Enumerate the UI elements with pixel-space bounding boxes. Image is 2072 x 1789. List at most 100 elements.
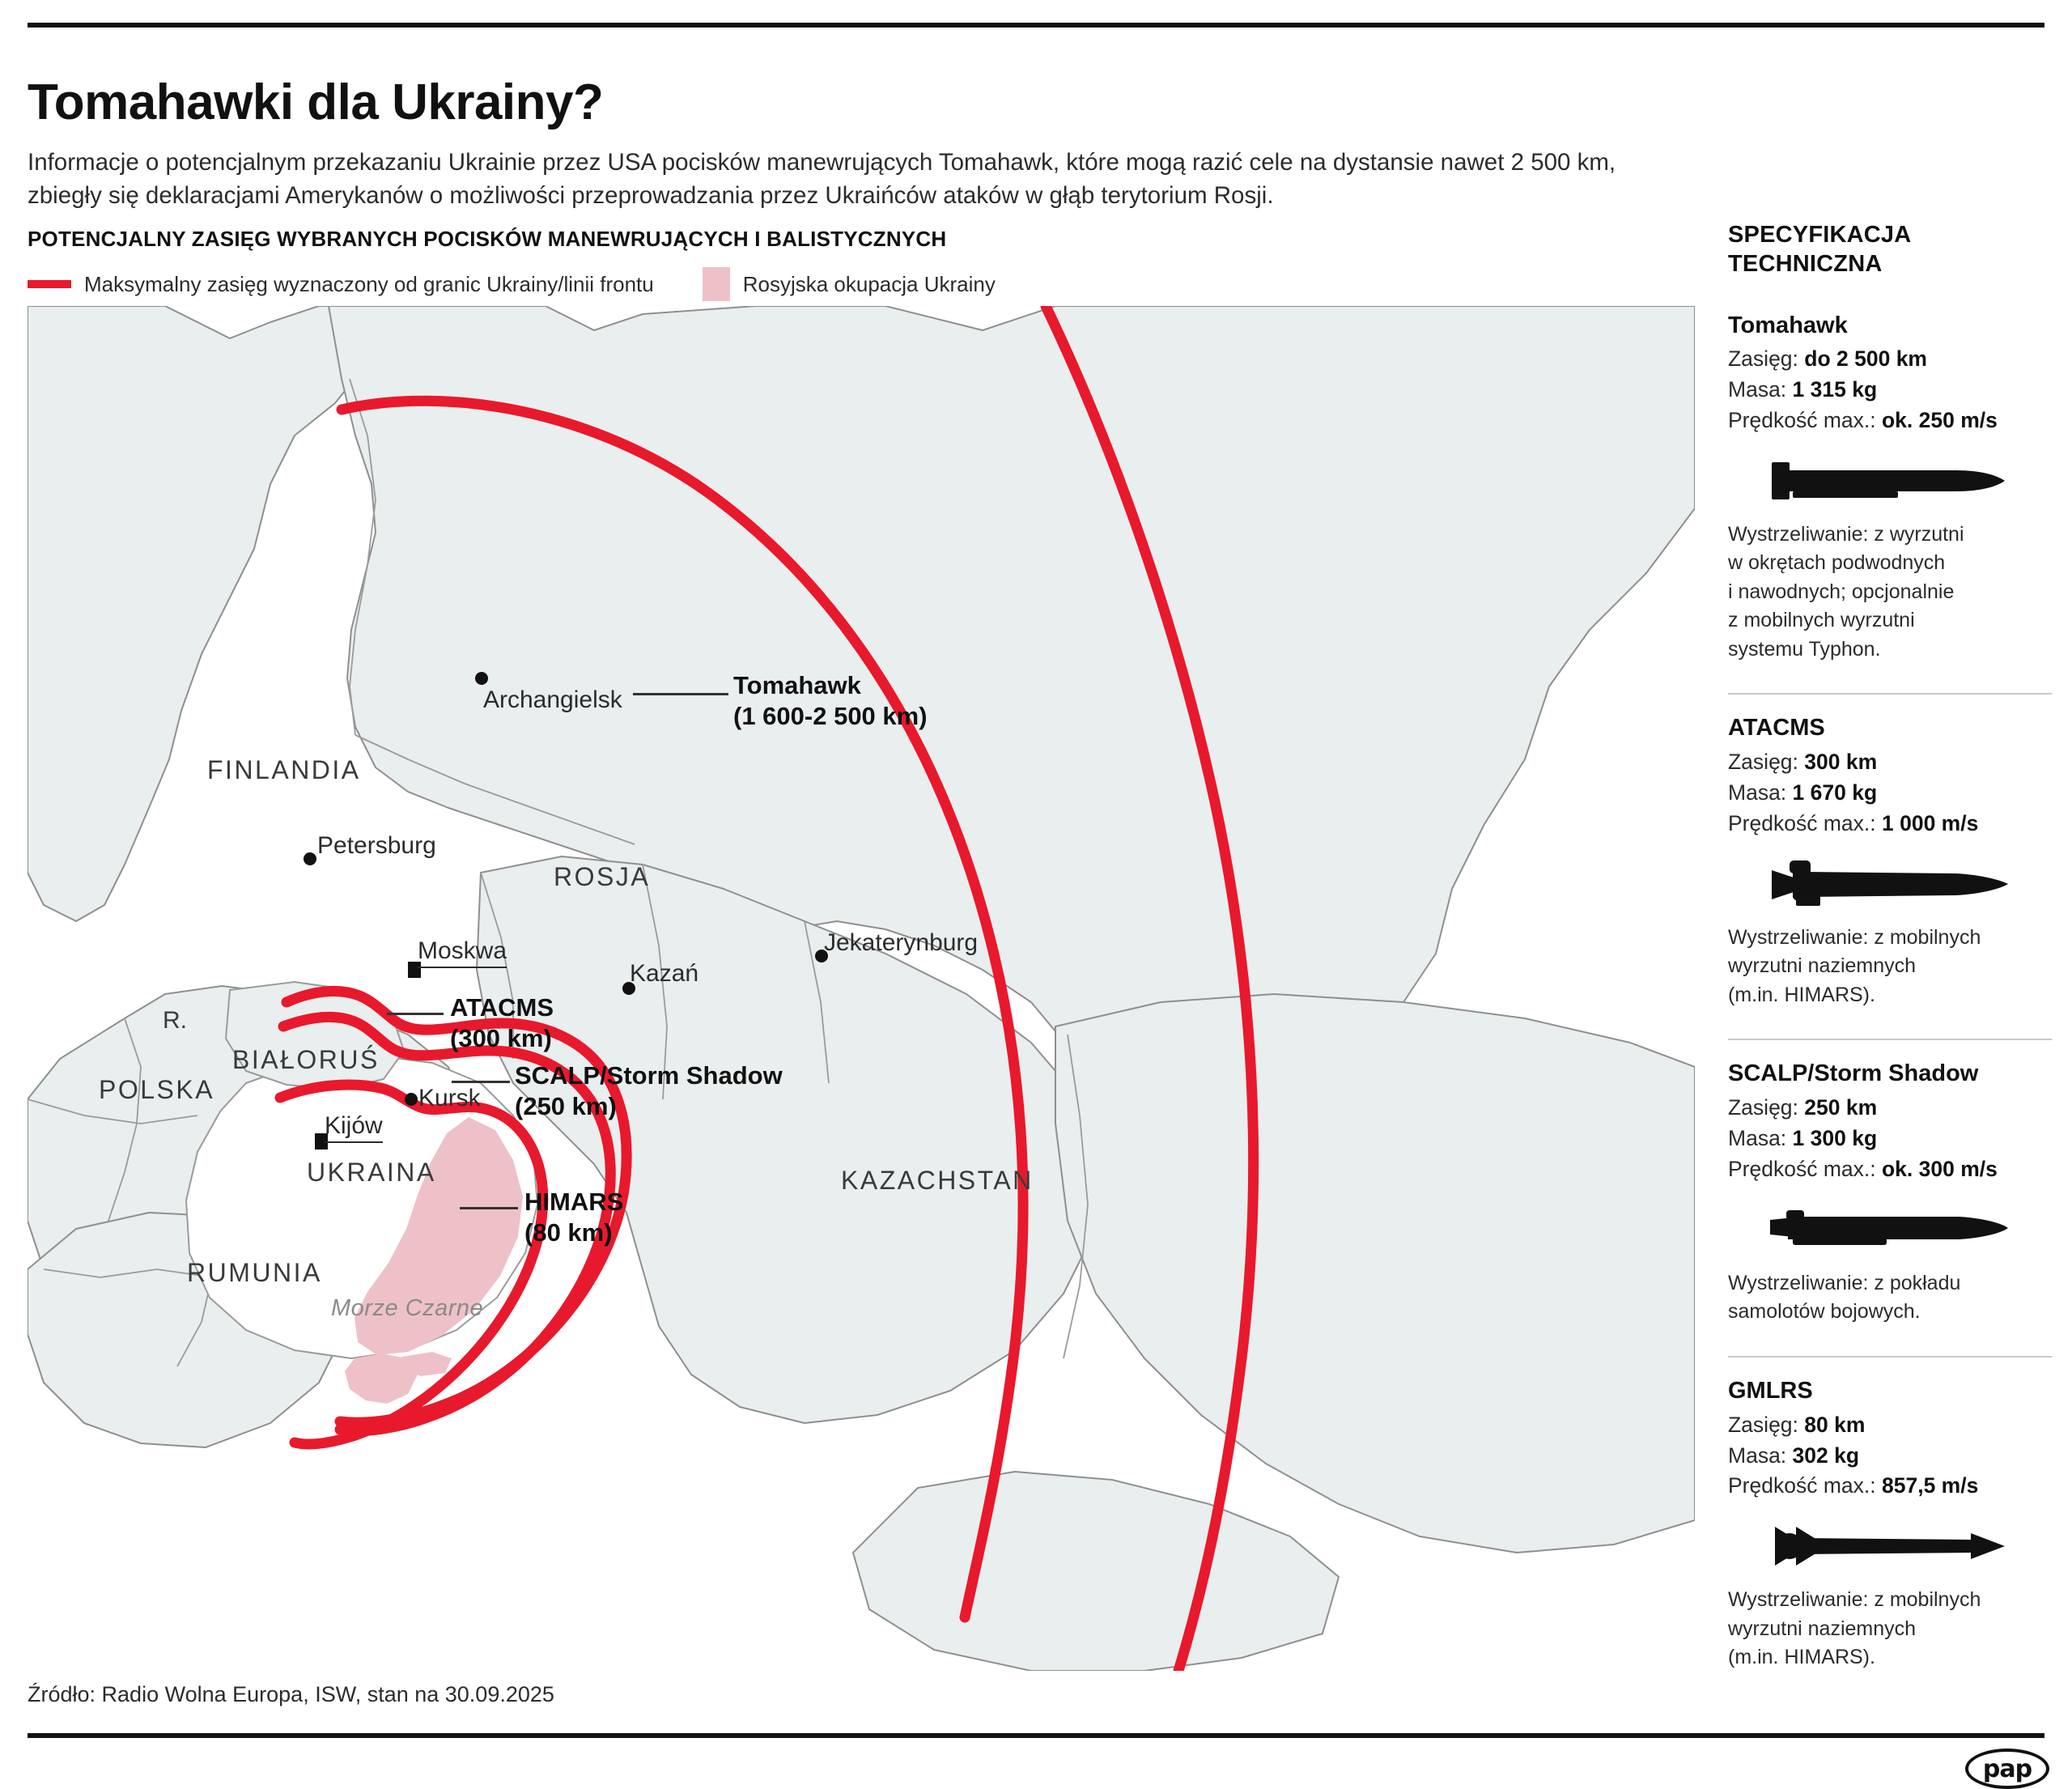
callout-scalp-range: (250 km) — [515, 1091, 617, 1120]
spec-mass-value: 1 670 kg — [1792, 780, 1878, 805]
spec-mass-value: 1 315 kg — [1792, 377, 1878, 402]
spec-mass-gmlrs: Masa: 302 kg — [1728, 1441, 2052, 1472]
occupied-territory — [345, 1117, 523, 1404]
spec-panel-title-line2: TECHNICZNA — [1728, 251, 1883, 278]
spec-note-atacms: Wystrzeliwanie: z mobilnych wyrzutni naz… — [1728, 925, 1981, 1006]
map-label-kijow: Kijów — [325, 1112, 383, 1143]
pink-area-swatch-icon — [702, 267, 730, 301]
spec-note-gmlrs: Wystrzeliwanie: z mobilnych wyrzutni naz… — [1728, 1588, 1981, 1669]
callout-scalp: SCALP/Storm Shadow (250 km) — [515, 1060, 783, 1122]
spec-note-scalp: Wystrzeliwanie: z pokładu samolotów bojo… — [1728, 1271, 1961, 1324]
spec-range-tomahawk: Zasięg: do 2 500 km — [1728, 344, 2052, 375]
spec-mass-scalp: Masa: 1 300 kg — [1728, 1124, 2052, 1154]
map-label-kaliningrad: R. — [163, 1007, 187, 1034]
spec-mass-value: 1 300 kg — [1792, 1126, 1878, 1151]
callout-himars-range: (80 km) — [524, 1217, 613, 1247]
spec-speed-gmlrs: Prędkość max.: 857,5 m/s — [1728, 1471, 2052, 1502]
callout-himars: HIMARS (80 km) — [524, 1187, 623, 1248]
spec-range-value: do 2 500 km — [1804, 346, 1927, 372]
map-label-ukraina: UKRAINA — [307, 1158, 436, 1187]
spec-name-tomahawk: Tomahawk — [1728, 312, 1848, 338]
range-arcs — [274, 306, 1259, 1671]
legend: Maksymalny zasięg wyznaczony od granic U… — [28, 267, 996, 301]
spec-panel-title-line1: SPECYFIKACJA — [1728, 222, 1912, 248]
spec-range-scalp: Zasięg: 250 km — [1728, 1093, 2052, 1124]
spec-mass-tomahawk: Masa: 1 315 kg — [1728, 375, 2052, 406]
legend-item-max-range: Maksymalny zasięg wyznaczony od granic U… — [28, 272, 654, 297]
callout-scalp-name: SCALP/Storm Shadow — [515, 1061, 783, 1090]
ballistic-missile-atacms-icon — [1728, 852, 2052, 916]
leader-line-atacms — [387, 1013, 444, 1015]
map-label-kazachstan: KAZACHSTAN — [841, 1166, 1034, 1195]
legend-title: POTENCJALNY ZASIĘG WYBRANYCH POCISKÓW MA… — [28, 227, 947, 251]
page-title: Tomahawki dla Ukrainy? — [28, 74, 604, 130]
spec-name-atacms: ATACMS — [1728, 715, 1825, 742]
spec-divider-3 — [1728, 1355, 2052, 1358]
source-credit: Źródło: Radio Wolna Europa, ISW, stan na… — [28, 1682, 554, 1706]
spec-speed-atacms: Prędkość max.: 1 000 m/s — [1728, 809, 2052, 839]
spec-mass-value: 302 kg — [1792, 1443, 1860, 1468]
map-label-rosja: ROSJA — [554, 862, 651, 891]
spec-note-tomahawk: Wystrzeliwanie: z wyrzutni w okrętach po… — [1728, 522, 1964, 661]
city-dot-petersburg — [304, 852, 316, 865]
spec-range-value: 300 km — [1804, 750, 1878, 775]
spec-range-label: Zasięg: — [1728, 346, 1798, 372]
map-label-bialorus: BIAŁORUŚ — [232, 1045, 380, 1074]
callout-atacms: ATACMS (300 km) — [450, 992, 554, 1054]
spec-mass-label: Masa: — [1728, 1126, 1787, 1151]
spec-range-label: Zasięg: — [1728, 1095, 1798, 1120]
map-label-morze-czarne: Morze Czarne — [331, 1295, 484, 1321]
cruise-missile-tomahawk-icon — [1728, 449, 2052, 512]
spec-name-scalp: SCALP/Storm Shadow — [1728, 1060, 1979, 1087]
callout-himars-name: HIMARS — [524, 1188, 624, 1216]
spec-speed-label: Prędkość max.: — [1728, 1157, 1876, 1182]
capital-marker-moskwa — [408, 962, 421, 978]
map-label-kazan: Kazań — [630, 960, 699, 987]
map-label-moskwa: Moskwa — [418, 937, 507, 968]
city-dot-kursk — [405, 1093, 418, 1106]
tomahawk-inner-arc — [336, 395, 1029, 1623]
spec-speed-label: Prędkość max.: — [1728, 811, 1876, 836]
page-deck: Informacje o potencjalnym przekazaniu Uk… — [28, 148, 1616, 210]
callout-atacms-range: (300 km) — [450, 1023, 552, 1052]
map-label-rumunia: RUMUNIA — [187, 1258, 322, 1287]
red-line-swatch-icon — [28, 280, 71, 288]
spec-speed-value: ok. 300 m/s — [1882, 1157, 1998, 1182]
spec-speed-label: Prędkość max.: — [1728, 1473, 1876, 1498]
spec-card-scalp: SCALP/Storm Shadow Zasięg: 250 km Masa: … — [1728, 1060, 2052, 1337]
spec-speed-scalp: Prędkość max.: ok. 300 m/s — [1728, 1154, 2052, 1185]
spec-card-tomahawk: Tomahawk Zasięg: do 2 500 km Masa: 1 315… — [1728, 312, 2052, 676]
map-label-finlandia: FINLANDIA — [207, 755, 361, 784]
tomahawk-outer-arc — [1040, 306, 1259, 1671]
city-dot-kazan — [622, 982, 635, 995]
spec-range-gmlrs: Zasięg: 80 km — [1728, 1410, 2052, 1441]
city-dot-archangielsk — [475, 672, 488, 685]
spec-card-gmlrs: GMLRS Zasięg: 80 km Masa: 302 kg Prędkoś… — [1728, 1377, 2052, 1684]
range-map[interactable]: FINLANDIA ROSJA POLSKA BIAŁORUŚ UKRAINA … — [28, 306, 1695, 1671]
spec-mass-label: Masa: — [1728, 377, 1787, 402]
map-svg — [28, 306, 1695, 1671]
map-label-polska: POLSKA — [99, 1075, 215, 1104]
leader-line-tomahawk — [633, 693, 728, 695]
himars-arc — [274, 1079, 549, 1450]
spec-panel-title: SPECYFIKACJA TECHNICZNA — [1728, 220, 2052, 279]
spec-divider-2 — [1728, 1039, 2052, 1041]
spec-mass-label: Masa: — [1728, 780, 1787, 805]
scalp-arc — [278, 1011, 616, 1436]
rocket-gmlrs-icon — [1728, 1515, 2052, 1578]
spec-card-atacms: ATACMS Zasięg: 300 km Masa: 1 670 kg Prę… — [1728, 714, 2052, 1021]
callout-tomahawk-name: Tomahawk — [733, 671, 861, 699]
legend-item-occupation: Rosyjska okupacja Ukrainy — [702, 267, 996, 301]
callout-tomahawk-range: (1 600-2 500 km) — [733, 701, 928, 730]
legend-label-occupation: Rosyjska okupacja Ukrainy — [742, 271, 996, 296]
leader-line-himars — [460, 1207, 518, 1209]
cruise-missile-scalp-icon — [1728, 1198, 2052, 1261]
spec-mass-label: Masa: — [1728, 1443, 1787, 1468]
spec-speed-value: ok. 250 m/s — [1882, 408, 1998, 433]
capital-marker-kijow — [315, 1133, 328, 1149]
callout-atacms-name: ATACMS — [450, 993, 554, 1022]
spec-range-value: 250 km — [1804, 1095, 1878, 1120]
spec-divider-1 — [1728, 693, 2052, 695]
spec-speed-label: Prędkość max.: — [1728, 408, 1876, 433]
